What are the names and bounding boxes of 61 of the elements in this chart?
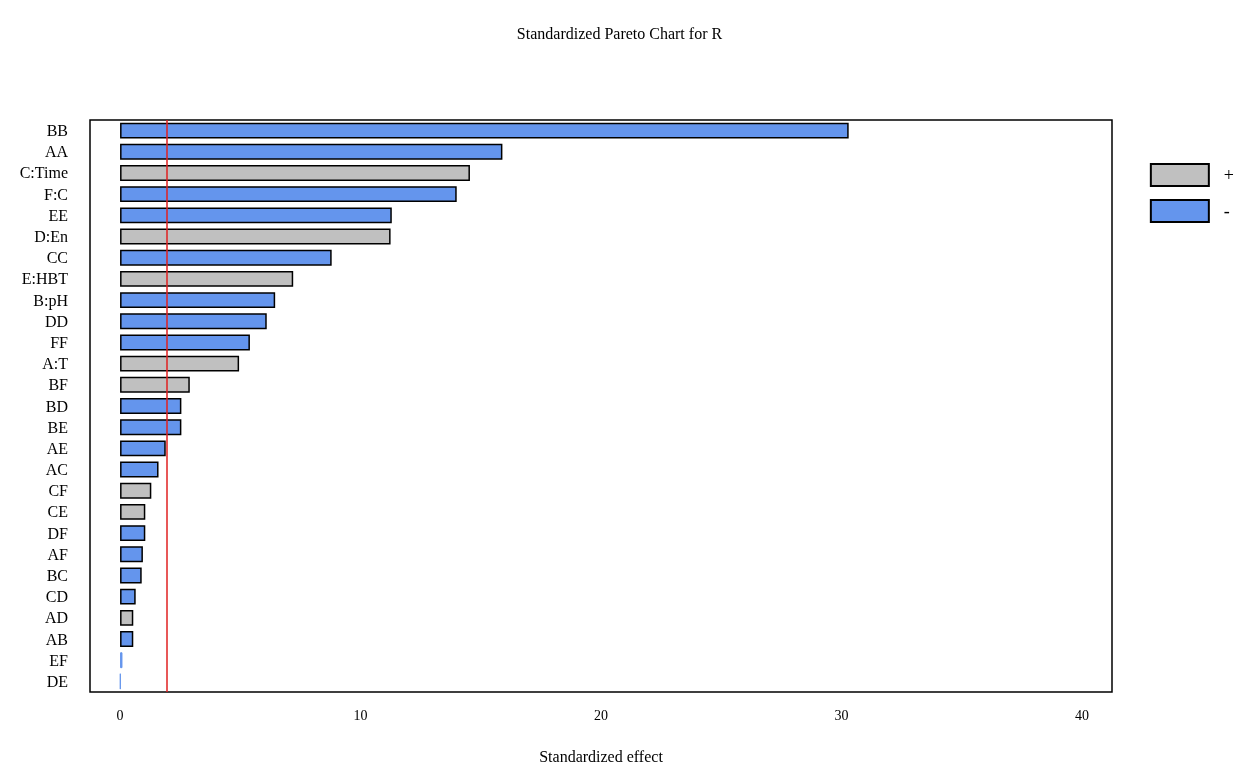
bar (120, 334, 250, 351)
bar (120, 292, 276, 309)
x-axis-title: Standardized effect (539, 747, 664, 765)
y-tick-label: FF (50, 333, 69, 351)
y-tick-label: BB (46, 122, 68, 140)
y-tick-label: BD (45, 397, 68, 415)
bar (120, 419, 182, 436)
bar (120, 631, 134, 647)
y-tick-label: CE (47, 503, 68, 521)
y-tick-label: AD (44, 609, 68, 627)
y-tick-label: AC (45, 461, 68, 479)
bar (120, 525, 146, 542)
chart-title: Standardized Pareto Chart for R (516, 24, 723, 42)
legend-label: + (1223, 165, 1234, 185)
y-tick-label: EF (49, 651, 69, 669)
y-tick-label: CC (46, 249, 68, 267)
x-tick-label: 0 (116, 707, 124, 723)
bar (120, 186, 457, 203)
y-tick-label: AA (44, 143, 69, 161)
y-tick-label: C:Time (19, 164, 68, 182)
y-tick-label: BC (46, 566, 68, 584)
y-tick-label: AB (45, 630, 68, 648)
x-tick-label: 40 (1074, 707, 1089, 723)
y-tick-label: AE (46, 439, 68, 457)
legend-label: - (1223, 201, 1230, 221)
y-tick-label: E:HBT (21, 270, 69, 288)
y-tick-label: B:pH (33, 291, 69, 310)
bar (120, 122, 849, 139)
y-tick-label: A:T (42, 355, 69, 373)
y-tick-label: D:En (34, 228, 68, 246)
y-tick-label: CD (45, 588, 68, 606)
bar (120, 143, 503, 160)
bar (120, 482, 152, 499)
bar (120, 461, 159, 478)
bar (120, 249, 332, 266)
x-tick-label: 20 (594, 707, 608, 723)
y-tick-label: DD (44, 312, 68, 330)
bar (120, 228, 391, 245)
bar (120, 440, 166, 457)
bar (120, 398, 182, 414)
bar (120, 546, 143, 563)
bar (120, 503, 146, 520)
x-tick-label: 30 (834, 707, 849, 723)
y-tick-label: F:C (43, 185, 68, 203)
bar (120, 270, 294, 287)
bar (120, 355, 240, 372)
y-tick-label: DE (46, 672, 68, 690)
x-tick-label: 10 (353, 707, 368, 723)
y-tick-label: DF (47, 524, 69, 542)
bar (120, 313, 267, 330)
y-tick-label: AF (47, 545, 69, 563)
y-tick-label: BF (48, 376, 69, 394)
bar (120, 376, 190, 393)
bar (120, 567, 142, 584)
y-tick-label: CF (48, 482, 69, 500)
bar (120, 207, 392, 224)
bar (120, 165, 470, 181)
bar (120, 609, 134, 626)
y-tick-label: EE (48, 206, 68, 224)
y-tick-label: BE (47, 418, 68, 436)
bar (120, 588, 136, 605)
